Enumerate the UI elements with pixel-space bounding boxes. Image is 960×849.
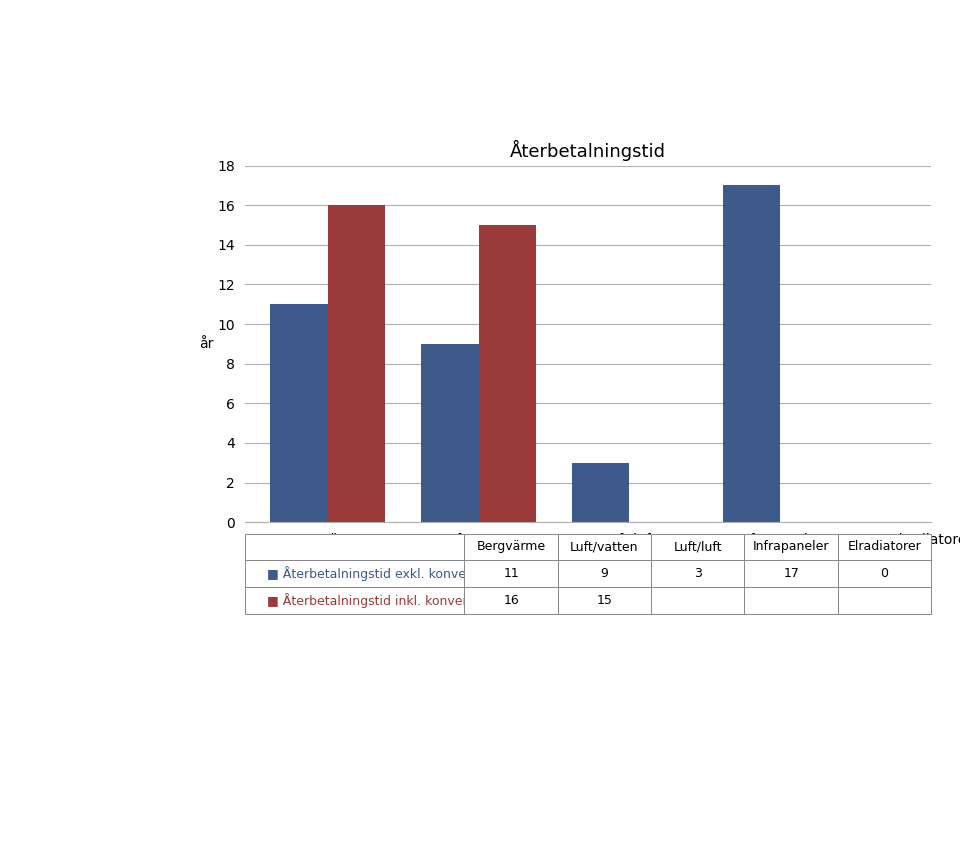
Bar [572, 463, 630, 522]
Bar [327, 205, 385, 522]
Bar [421, 344, 478, 522]
Title: Återbetalningstid: Återbetalningstid [510, 140, 666, 161]
Bar [723, 185, 780, 522]
Bar [478, 225, 536, 522]
Y-axis label: år: år [199, 337, 213, 351]
Bar [271, 304, 327, 522]
